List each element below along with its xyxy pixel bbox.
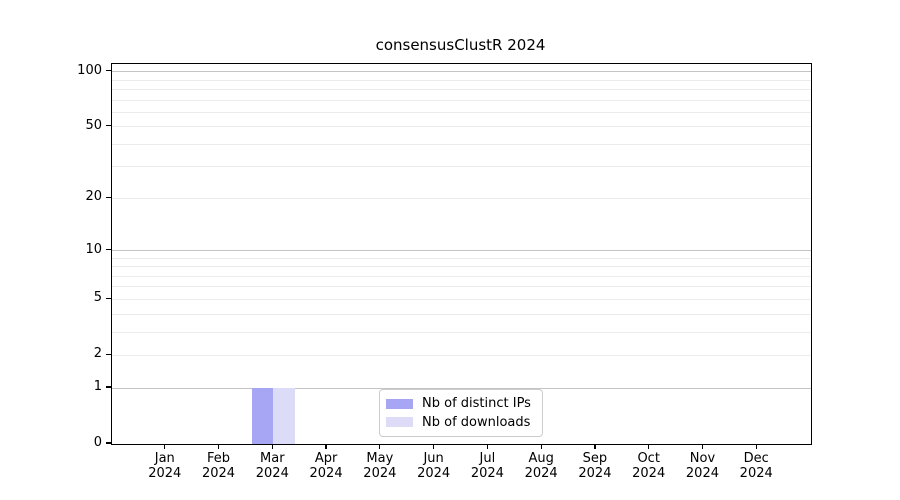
y-axis-tick [106,386,111,388]
x-tick-year: 2024 [255,466,289,481]
y-minor-gridline [112,126,811,128]
x-tick-label: Aug 2024 [506,451,576,481]
x-tick-month: Jun [423,451,444,466]
x-tick-label: Sep 2024 [560,451,630,481]
y-tick-label: 1 [93,379,102,395]
x-tick-month: May [366,451,394,466]
x-tick-label: Jun 2024 [399,451,469,481]
y-minor-gridline [112,331,811,333]
x-axis-tick [379,444,381,449]
y-minor-gridline [112,111,811,113]
bar-distinct-ips-mar [251,388,274,444]
y-tick-label: 10 [85,241,102,257]
x-tick-month: Jan [154,451,175,466]
y-minor-gridline [112,99,811,101]
y-minor-gridline [112,257,811,259]
x-tick-label: May 2024 [345,451,415,481]
legend: Nb of distinct IPs Nb of downloads [379,389,543,437]
y-minor-gridline [112,197,811,199]
x-tick-year: 2024 [363,466,397,481]
y-minor-gridline [112,354,811,356]
y-axis-tick [106,442,111,444]
y-minor-gridline [112,79,811,81]
x-tick-label: Feb 2024 [184,451,254,481]
x-tick-year: 2024 [417,466,451,481]
y-minor-gridline [112,286,811,288]
plot-area [111,63,812,445]
x-tick-label: Mar 2024 [237,451,307,481]
y-minor-gridline [112,298,811,300]
x-tick-month: Sep [582,451,608,466]
y-minor-gridline [112,275,811,277]
y-axis-tick [106,70,111,72]
x-axis-tick [755,444,757,449]
x-tick-month: Feb [207,451,231,466]
x-tick-label: Dec 2024 [721,451,791,481]
y-minor-gridline [112,143,811,145]
x-tick-year: 2024 [632,466,666,481]
bar-downloads-mar [273,388,295,444]
y-major-gridline [112,71,811,73]
x-tick-label: Oct 2024 [614,451,684,481]
x-tick-year: 2024 [739,466,773,481]
y-axis-tick [106,196,111,198]
x-tick-year: 2024 [524,466,558,481]
x-tick-month: Oct [637,451,660,466]
legend-item-downloads: Nb of downloads [386,415,536,430]
y-axis-tick [106,297,111,299]
x-axis-tick [164,444,166,449]
x-axis-tick [594,444,596,449]
y-major-gridline [112,387,811,389]
y-tick-label: 100 [77,62,102,78]
x-axis-tick [540,444,542,449]
chart-title: consensusClustR 2024 [375,36,546,54]
legend-label-distinct-ips: Nb of distinct IPs [422,396,531,412]
legend-label-downloads: Nb of downloads [422,414,531,430]
x-axis-tick [271,444,273,449]
x-axis-tick [433,444,435,449]
x-tick-year: 2024 [309,466,343,481]
x-tick-label: Jan 2024 [130,451,200,481]
x-axis-tick [648,444,650,449]
x-tick-month: Apr [314,451,338,466]
legend-swatch-distinct-ips-icon [386,398,413,409]
y-tick-label: 50 [85,117,102,133]
y-tick-label: 0 [93,435,102,450]
x-tick-label: Nov 2024 [667,451,737,481]
y-axis-tick [106,248,111,251]
x-tick-year: 2024 [470,466,504,481]
y-axis-tick [106,353,111,355]
x-tick-month: Dec [743,451,769,466]
y-tick-label: 20 [85,189,102,205]
y-minor-gridline [112,266,811,268]
x-tick-year: 2024 [201,466,236,481]
x-tick-month: Jul [479,451,496,466]
x-axis-tick [701,444,704,449]
x-tick-label: Apr 2024 [291,451,361,481]
legend-item-distinct-ips: Nb of distinct IPs [386,396,536,411]
y-minor-gridline [112,313,811,315]
x-tick-month: Nov [689,451,716,466]
x-tick-month: Aug [528,451,554,466]
y-tick-label: 5 [93,290,102,306]
x-axis-tick [325,444,327,449]
x-tick-month: Mar [260,451,285,466]
y-minor-gridline [112,166,811,168]
legend-swatch-downloads-icon [386,417,413,428]
x-axis-tick [217,444,220,449]
y-tick-label: 2 [93,346,102,362]
x-tick-year: 2024 [148,466,182,481]
y-axis-tick [106,125,111,127]
y-major-gridline [112,250,811,252]
x-axis-tick [486,444,488,449]
x-tick-year: 2024 [685,466,719,481]
y-minor-gridline [112,88,811,90]
x-tick-year: 2024 [578,466,612,481]
x-tick-label: Jul 2024 [452,451,522,481]
